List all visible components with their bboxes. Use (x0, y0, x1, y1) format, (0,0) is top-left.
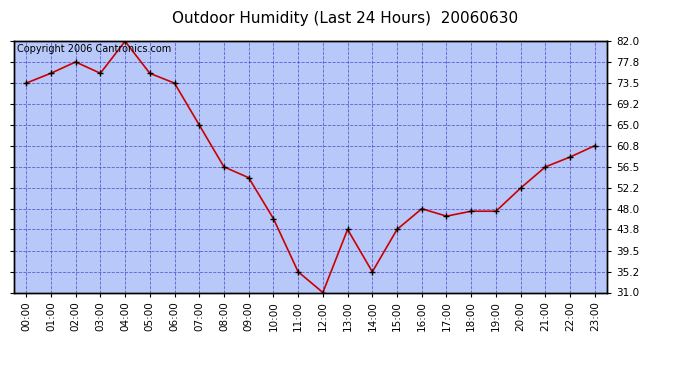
Text: Outdoor Humidity (Last 24 Hours)  20060630: Outdoor Humidity (Last 24 Hours) 2006063… (172, 11, 518, 26)
Text: Copyright 2006 Cantronics.com: Copyright 2006 Cantronics.com (17, 44, 171, 54)
